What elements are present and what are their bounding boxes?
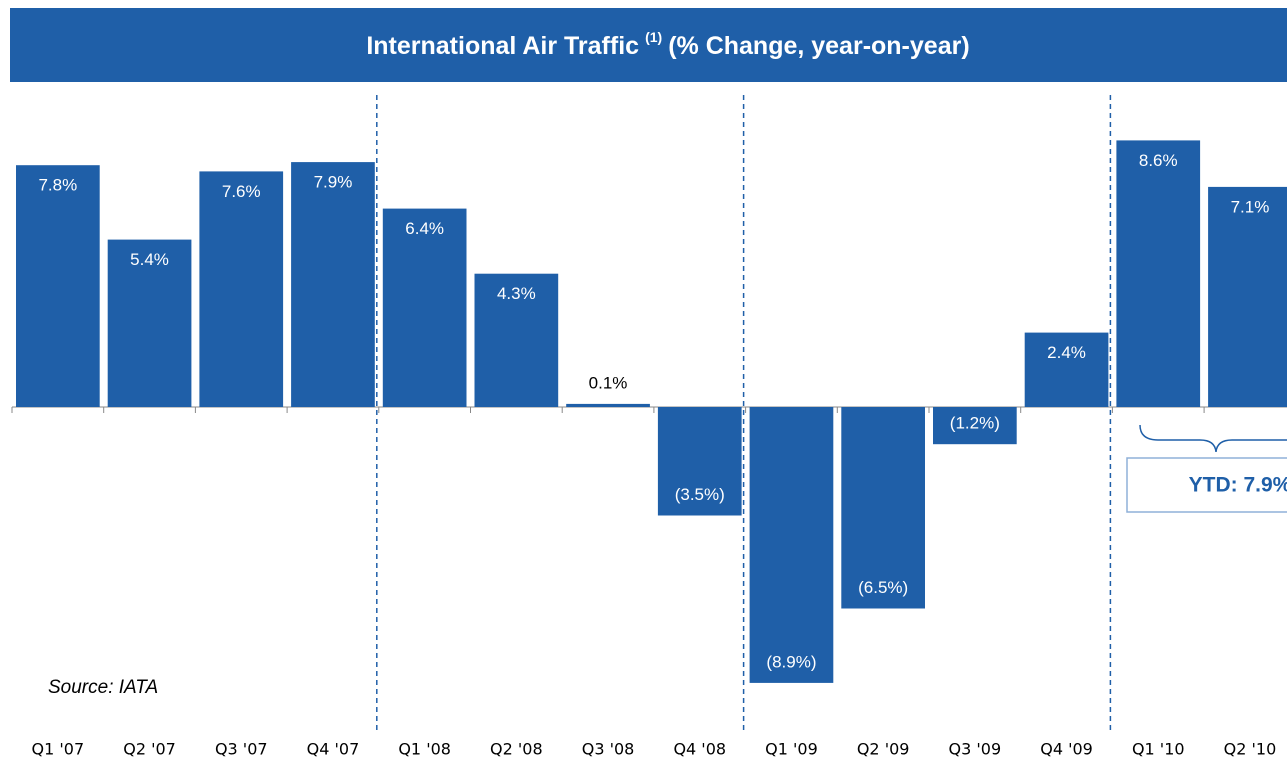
- source-note: Source: IATA: [48, 677, 158, 698]
- value-label: 6.4%: [405, 219, 444, 238]
- bar: [382, 208, 467, 407]
- brace: [1139, 424, 1287, 453]
- value-label: (8.9%): [766, 652, 816, 671]
- x-tick-label: Q4 '08: [673, 740, 726, 759]
- annotation-box: [1126, 457, 1287, 513]
- bar: [749, 407, 834, 683]
- value-label: (6.5%): [858, 578, 908, 597]
- x-tick-label: Q3 '09: [949, 740, 1002, 759]
- x-tick-label: Q2 '10: [1224, 740, 1277, 759]
- value-label: (1.2%): [950, 414, 1000, 433]
- bar: [841, 407, 925, 609]
- x-tick-label: Q1 '08: [398, 740, 451, 759]
- annotation: YTD: 7.9%: [1189, 474, 1287, 497]
- x-tick-label: Q3 '07: [215, 740, 268, 759]
- x-tick-label: Q1 '10: [1132, 740, 1185, 759]
- value-label: 7.8%: [38, 176, 77, 195]
- value-label: 2.4%: [1047, 343, 1086, 362]
- bar: [1024, 332, 1109, 407]
- title-main: International Air Traffic: [366, 32, 639, 60]
- value-label: 8.6%: [1139, 151, 1178, 170]
- value-label: 7.6%: [222, 182, 261, 201]
- value-label: (3.5%): [675, 485, 725, 504]
- x-tick-label: Q1 '09: [765, 740, 818, 759]
- x-tick-label: Q4 '09: [1040, 740, 1093, 759]
- bar: [291, 162, 375, 407]
- title-rest: (% Change, year-on-year): [668, 32, 969, 60]
- chart-title: International Air Traffic (1) (% Change, y…: [366, 29, 969, 60]
- bar: [474, 273, 559, 407]
- bar: [566, 403, 650, 407]
- value-label: 7.9%: [314, 173, 353, 192]
- x-tick-label: Q4 '07: [307, 740, 360, 759]
- bar: [107, 239, 192, 407]
- title-bar: [10, 8, 1287, 82]
- bar: [199, 171, 284, 407]
- bar: [1208, 186, 1287, 407]
- title-superscript: (1): [645, 29, 662, 45]
- bar: [657, 407, 742, 516]
- value-label: 4.3%: [497, 284, 536, 303]
- x-tick-label: Q2 '09: [857, 740, 910, 759]
- x-tick-label: Q2 '08: [490, 740, 543, 759]
- x-tick-label: Q2 '07: [123, 740, 176, 759]
- x-tick-label: Q3 '08: [582, 740, 635, 759]
- x-tick-label: Q1 '07: [32, 740, 85, 759]
- value-label: 7.1%: [1231, 197, 1270, 216]
- value-label: 5.4%: [130, 250, 169, 269]
- value-label: 0.1%: [589, 373, 628, 392]
- bar: [933, 407, 1017, 445]
- bar: [16, 165, 100, 407]
- bar: [1116, 140, 1201, 407]
